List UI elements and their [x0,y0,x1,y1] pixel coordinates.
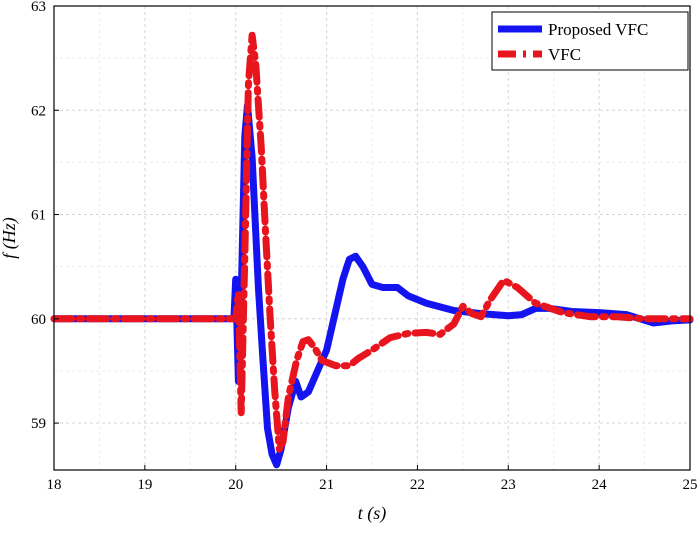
legend-label-vfc: VFC [548,45,581,64]
x-axis-label: t (s) [358,503,387,524]
legend: Proposed VFC VFC [491,11,689,71]
x-tick-label: 18 [47,477,62,493]
x-tick-label: 22 [410,477,425,493]
y-tick-label: 61 [31,208,46,224]
x-tick-label: 24 [592,477,608,493]
y-tick-label: 60 [31,312,46,328]
plot-frame [53,5,691,471]
legend-label-proposed-vfc: Proposed VFC [548,20,648,39]
x-tick-label: 19 [137,477,152,493]
x-tick-label: 21 [319,477,334,493]
y-axis-label: f (Hz) [0,217,20,259]
grid [53,5,691,470]
axis-ticks: 18 19 20 21 22 23 24 25 59 60 61 62 63 [31,0,698,493]
series-line-vfc [50,31,694,453]
y-tick-label: 62 [31,103,46,119]
legend-box [491,11,689,71]
x-tick-label: 23 [501,477,516,493]
plot-lines [50,31,694,469]
y-tick-label: 59 [31,416,46,432]
x-tick-label: 25 [683,477,698,493]
y-tick-label: 63 [31,0,46,15]
x-tick-label: 20 [228,477,243,493]
